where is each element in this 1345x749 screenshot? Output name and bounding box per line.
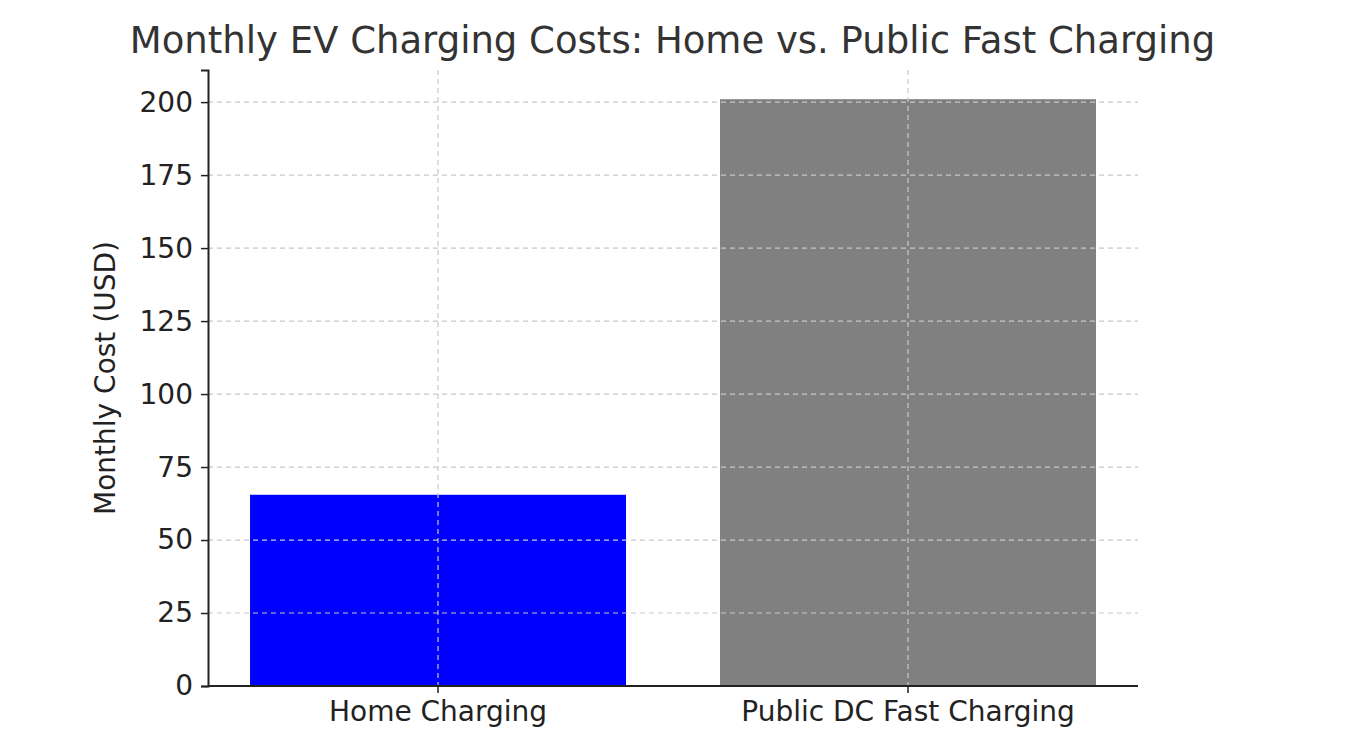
grid-line	[907, 70, 908, 686]
tick-mark	[201, 321, 208, 323]
grid-line	[208, 174, 1138, 175]
grid-line	[208, 612, 1138, 613]
tick-label: 175	[140, 159, 193, 192]
grid-line	[208, 102, 1138, 103]
tick: 100	[140, 378, 208, 411]
tick: 50	[157, 523, 208, 556]
tick-mark	[201, 540, 208, 542]
grid	[208, 70, 1138, 686]
tick-label: 200	[140, 86, 193, 119]
axis-line	[208, 685, 1138, 687]
tick-mark	[201, 394, 208, 396]
tick: 75	[157, 451, 208, 484]
tick: 125	[140, 305, 208, 338]
tick-label: 25	[157, 596, 193, 629]
tick-label: 150	[140, 232, 193, 265]
grid-line	[437, 70, 438, 686]
tick: Public DC Fast Charging	[741, 686, 1074, 728]
tick-label: Home Charging	[329, 695, 547, 728]
tick-mark	[201, 248, 208, 250]
chart: 0 25 50 75 100 125 150 175 200 Home Charging Publi…	[0, 0, 1345, 749]
y-axis-title: Monthly Cost (USD)	[89, 241, 122, 515]
tick-mark	[201, 686, 208, 688]
tick: 175	[140, 159, 208, 192]
axis-line	[201, 71, 209, 687]
grid-line	[208, 393, 1138, 394]
title: Monthly EV Charging Costs: Home vs. Publ…	[130, 19, 1215, 62]
tick-mark	[201, 175, 208, 177]
tick-label: 100	[140, 378, 193, 411]
x-axis: Home Charging Public DC Fast Charging	[208, 686, 1138, 728]
grid-line	[208, 539, 1138, 540]
tick: Home Charging	[329, 686, 547, 728]
tick-mark	[907, 686, 909, 693]
tick-mark	[201, 613, 208, 615]
tick-label: 75	[157, 451, 193, 484]
tick-mark	[201, 102, 208, 104]
tick-label: 50	[157, 523, 193, 556]
tick-mark	[201, 467, 208, 469]
tick-label: Public DC Fast Charging	[741, 695, 1074, 728]
tick: 200	[140, 86, 208, 119]
bars	[250, 99, 1096, 686]
grid-line	[208, 685, 1138, 686]
tick: 150	[140, 232, 208, 265]
y-axis: 0 25 50 75 100 125 150 175 200	[140, 71, 209, 703]
grid-line	[208, 320, 1138, 321]
tick: 25	[157, 596, 208, 629]
grid-line	[208, 466, 1138, 467]
tick: 0	[175, 669, 208, 702]
tick-mark	[437, 686, 439, 693]
grid-line	[208, 247, 1138, 248]
tick-label: 0	[175, 669, 193, 702]
tick-label: 125	[140, 305, 193, 338]
